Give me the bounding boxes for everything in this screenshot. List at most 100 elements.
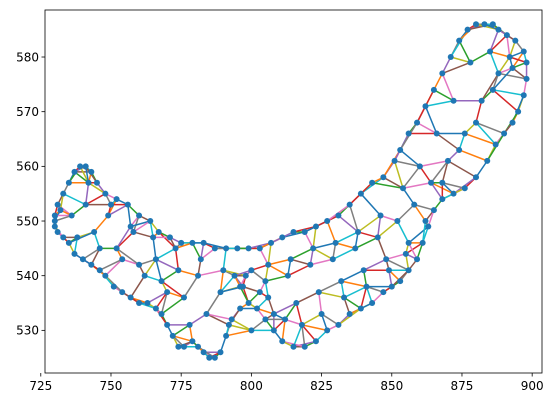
- data-point: [197, 256, 204, 263]
- data-point: [51, 223, 58, 230]
- data-point: [57, 207, 64, 214]
- data-point: [357, 305, 364, 312]
- data-point: [473, 174, 480, 181]
- series-line-segment: [115, 231, 135, 250]
- series-line-segment: [84, 192, 107, 206]
- data-point: [262, 316, 269, 323]
- data-point: [346, 201, 353, 208]
- data-point: [220, 267, 227, 274]
- series-line-segment: [289, 258, 312, 266]
- data-point: [172, 245, 179, 252]
- data-point: [223, 245, 230, 252]
- series-line-segment: [318, 280, 342, 293]
- data-point: [405, 267, 412, 274]
- series-line-segment: [301, 313, 323, 326]
- data-point: [195, 272, 202, 279]
- series-line-segment: [360, 285, 368, 310]
- data-point: [301, 343, 308, 350]
- series-line-segment: [396, 220, 410, 244]
- series-line-segment: [155, 258, 163, 282]
- data-point: [301, 228, 308, 235]
- data-point: [324, 327, 331, 334]
- data-point: [262, 278, 269, 285]
- series-line-segment: [82, 247, 101, 261]
- series-line-segment: [301, 324, 306, 348]
- data-point: [180, 294, 187, 301]
- data-point: [335, 212, 342, 219]
- data-point: [346, 310, 353, 317]
- data-point: [357, 190, 364, 197]
- series-line-segment: [489, 50, 500, 75]
- series-line-segment: [458, 39, 472, 64]
- series-line-segment: [267, 242, 272, 266]
- data-point: [130, 228, 137, 235]
- series-line-segment: [104, 258, 123, 277]
- data-point: [456, 146, 463, 153]
- series-line-segment: [318, 291, 345, 299]
- data-point: [414, 256, 421, 263]
- y-tick-label: 580: [16, 50, 39, 64]
- series-line-segment: [225, 329, 253, 337]
- series-line-segment: [469, 50, 491, 64]
- series-line-segment: [441, 160, 449, 184]
- series-line-segment: [492, 89, 519, 113]
- series-line-segment: [132, 220, 152, 233]
- data-point: [82, 201, 89, 208]
- data-point: [169, 332, 176, 339]
- data-point: [189, 239, 196, 246]
- series-line-segment: [399, 149, 421, 168]
- data-point: [414, 119, 421, 126]
- series-line-segment: [132, 231, 154, 239]
- series-line-segment: [90, 247, 101, 266]
- series-line-segment: [312, 225, 317, 250]
- data-point: [355, 228, 362, 235]
- series-line-segment: [129, 274, 146, 299]
- series-line-segment: [497, 72, 528, 80]
- data-point: [439, 196, 446, 203]
- series-line-segment: [219, 274, 236, 293]
- series-line-segment: [362, 258, 387, 271]
- y-tick-label: 540: [16, 269, 39, 283]
- data-point: [377, 212, 384, 219]
- data-point: [385, 267, 392, 274]
- data-point: [107, 201, 114, 208]
- series-line-segment: [68, 231, 95, 244]
- data-point: [223, 332, 230, 339]
- series-line-segment: [160, 269, 180, 282]
- data-point: [447, 54, 454, 61]
- series-line-segment: [416, 121, 438, 135]
- y-tick-label: 550: [16, 214, 39, 228]
- y-axis-ticks: 530 540 550 560 570 580: [16, 50, 45, 338]
- series-line-segment: [489, 28, 500, 53]
- series-line-segment: [264, 274, 289, 282]
- series-line-segment: [267, 258, 292, 266]
- series-line-segment: [107, 203, 129, 217]
- data-point: [206, 354, 213, 361]
- x-tick-label: 775: [170, 379, 193, 393]
- series-line-segment: [301, 324, 317, 343]
- series-line-segment: [205, 291, 222, 315]
- series-line-segment: [337, 214, 359, 233]
- data-point: [310, 245, 317, 252]
- series-line-segment: [160, 291, 168, 315]
- data-point: [127, 294, 134, 301]
- data-point: [119, 256, 126, 263]
- data-point: [65, 179, 72, 186]
- data-point: [164, 289, 171, 296]
- data-point: [481, 21, 488, 28]
- data-point: [433, 130, 440, 137]
- series-line-segment: [197, 269, 225, 277]
- data-point: [113, 196, 120, 203]
- series-line-segment: [458, 149, 488, 162]
- data-point: [391, 157, 398, 164]
- data-point: [360, 267, 367, 274]
- series-line-segment: [174, 247, 180, 271]
- series-line-segment: [93, 214, 109, 233]
- series-line-segment: [259, 247, 269, 266]
- y-tick-label: 570: [16, 105, 39, 119]
- series-line-segment: [492, 67, 514, 91]
- series-line-segment: [332, 247, 357, 261]
- data-point: [405, 239, 412, 246]
- data-point: [416, 163, 423, 170]
- series-line-segment: [435, 132, 460, 151]
